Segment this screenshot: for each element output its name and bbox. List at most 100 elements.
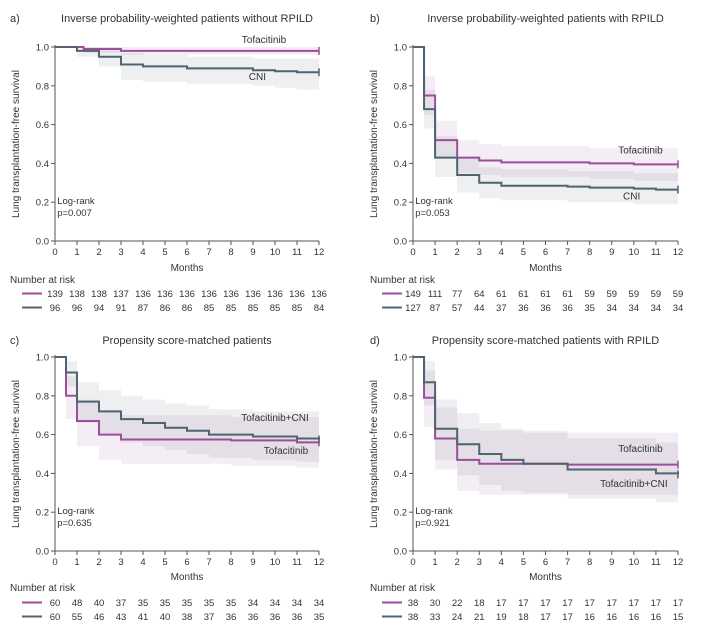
risk-count-tofacitinib: 17 (540, 598, 551, 609)
y-tick-label: 0.8 (394, 391, 407, 402)
risk-count-tofacitinib: 34 (248, 598, 259, 609)
km-line-cni (55, 356, 320, 440)
risk-count-tofacitinib: 77 (452, 289, 463, 300)
risk-count-tofacitinib: 30 (430, 598, 441, 609)
panel-letter: c) (10, 335, 19, 347)
x-tick-label: 7 (565, 247, 570, 258)
risk-count-tofacitinib: 59 (673, 289, 684, 300)
risk-count-tofacitinib: 136 (135, 289, 151, 300)
risk-count-cni: 38 (182, 612, 193, 623)
p-value: p=0.053 (415, 208, 450, 219)
series-label-tofacitinib: Tofacitinib (618, 146, 663, 157)
x-tick-label: 1 (432, 247, 437, 258)
risk-count-cni: 85 (292, 303, 303, 314)
x-tick-label: 9 (609, 557, 614, 568)
y-tick-label: 1.0 (36, 43, 49, 54)
x-tick-label: 4 (499, 557, 504, 568)
risk-count-tofacitinib: 35 (226, 598, 237, 609)
x-axis-label: Months (529, 263, 562, 274)
risk-count-cni: 21 (474, 612, 485, 623)
chart-title: Inverse probability-weighted patients wi… (61, 13, 313, 25)
p-value: p=0.007 (57, 208, 92, 219)
risk-count-cni: 16 (629, 612, 640, 623)
risk-count-cni: 41 (138, 612, 149, 623)
risk-count-cni: 87 (138, 303, 149, 314)
risk-count-tofacitinib: 136 (179, 289, 195, 300)
risk-count-cni: 34 (606, 303, 617, 314)
x-tick-label: 8 (228, 247, 233, 258)
logrank-label: Log-rank (415, 506, 453, 517)
y-tick-label: 0.8 (36, 391, 49, 402)
x-axis-label: Months (529, 572, 562, 583)
risk-count-cni: 87 (430, 303, 441, 314)
risk-count-tofacitinib: 34 (314, 598, 325, 609)
risk-count-cni: 37 (204, 612, 215, 623)
risk-count-cni: 127 (405, 303, 421, 314)
risk-count-cni: 57 (452, 303, 463, 314)
risk-table-title: Number at risk (370, 583, 436, 594)
series-label-tofacitinib: Tofacitinib (242, 35, 287, 46)
y-tick-label: 0.8 (36, 81, 49, 92)
y-tick-label: 0.6 (394, 430, 407, 441)
risk-count-tofacitinib: 17 (673, 598, 684, 609)
risk-count-cni: 36 (226, 612, 237, 623)
x-tick-label: 7 (565, 557, 570, 568)
chart-title: Inverse probability-weighted patients wi… (427, 13, 664, 25)
series-label-cni: Tofacitinib+CNI (241, 413, 309, 424)
risk-count-tofacitinib: 22 (452, 598, 463, 609)
risk-table-title: Number at risk (370, 275, 436, 286)
series-label-cni: CNI (249, 72, 266, 83)
risk-count-cni: 16 (584, 612, 595, 623)
risk-count-cni: 86 (182, 303, 193, 314)
km-line-tofacitinib (55, 46, 319, 52)
logrank-label: Log-rank (57, 196, 95, 207)
y-tick-label: 0.4 (394, 159, 407, 170)
risk-count-cni: 36 (540, 303, 551, 314)
series-label-tofacitinib: Tofacitinib (264, 446, 309, 457)
risk-count-cni: 44 (474, 303, 485, 314)
x-tick-label: 5 (162, 557, 167, 568)
km-line-cni (55, 46, 319, 74)
risk-count-cni: 85 (226, 303, 237, 314)
risk-count-tofacitinib: 17 (629, 598, 640, 609)
risk-count-tofacitinib: 48 (72, 598, 83, 609)
risk-count-cni: 36 (270, 612, 281, 623)
risk-count-cni: 85 (204, 303, 215, 314)
km-line-cni (413, 46, 678, 191)
risk-count-cni: 15 (673, 612, 684, 623)
risk-count-tofacitinib: 111 (428, 289, 442, 300)
y-axis-label: Lung transplantation-free survival (11, 70, 22, 218)
risk-count-tofacitinib: 137 (113, 289, 129, 300)
x-tick-label: 9 (250, 557, 255, 568)
x-tick-label: 8 (587, 247, 592, 258)
risk-count-cni: 96 (72, 303, 83, 314)
risk-count-tofacitinib: 138 (91, 289, 107, 300)
risk-count-tofacitinib: 17 (562, 598, 573, 609)
x-tick-label: 11 (292, 557, 302, 568)
km-panel-4: d) Propensity score-matched patients with… (369, 335, 683, 623)
ci-band-cni (413, 47, 678, 205)
x-tick-label: 4 (140, 247, 145, 258)
logrank-label: Log-rank (57, 506, 95, 517)
risk-count-cni: 35 (314, 612, 325, 623)
x-tick-label: 2 (96, 557, 101, 568)
risk-count-cni: 85 (248, 303, 259, 314)
risk-count-tofacitinib: 59 (651, 289, 662, 300)
risk-count-tofacitinib: 18 (474, 598, 485, 609)
series-label-cni: CNI (623, 191, 640, 202)
x-tick-label: 11 (651, 557, 661, 568)
risk-count-tofacitinib: 35 (182, 598, 193, 609)
risk-count-cni: 85 (270, 303, 281, 314)
risk-count-cni: 36 (292, 612, 303, 623)
x-tick-label: 11 (651, 247, 661, 258)
risk-count-tofacitinib: 40 (94, 598, 105, 609)
y-axis-label: Lung transplantation-free survival (369, 380, 380, 528)
x-tick-label: 7 (206, 557, 211, 568)
km-panel-1: a) Inverse probability-weighted patients … (10, 13, 327, 314)
risk-count-cni: 36 (248, 612, 259, 623)
y-tick-label: 0.2 (394, 198, 407, 209)
risk-count-tofacitinib: 136 (157, 289, 173, 300)
y-tick-label: 0.2 (36, 198, 49, 209)
risk-count-tofacitinib: 136 (245, 289, 261, 300)
risk-count-tofacitinib: 35 (204, 598, 215, 609)
